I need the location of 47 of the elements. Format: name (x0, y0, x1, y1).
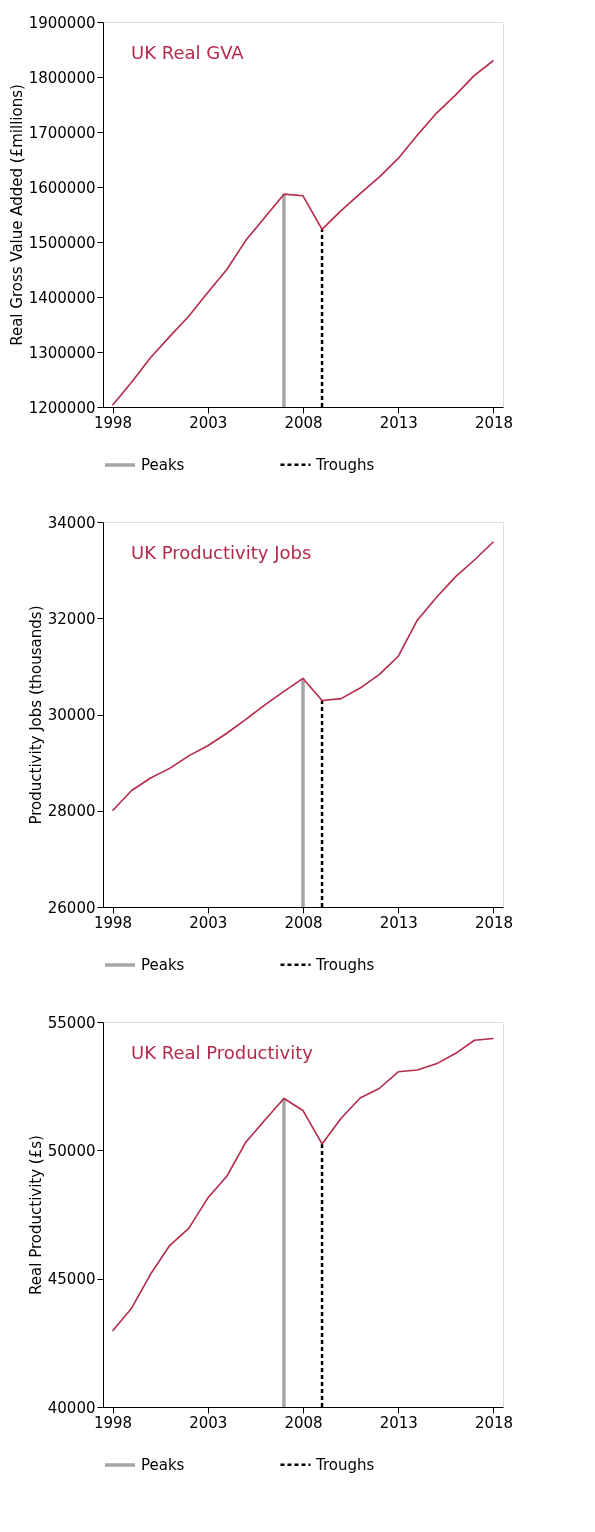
y-tick-label: 30000 (47, 706, 96, 724)
y-tick-label: 1400000 (28, 288, 96, 307)
y-tick-label: 55000 (47, 1013, 96, 1032)
y-axis-title: Real Productivity (£s) (26, 1135, 45, 1295)
x-tick-label: 1998 (93, 1413, 133, 1432)
line-series (111, 540, 495, 812)
y-tick-label: 40000 (47, 1398, 96, 1417)
x-tick-label: 2003 (189, 913, 228, 932)
x-tick-label: 2008 (284, 913, 323, 932)
line-series (111, 59, 495, 407)
x-tick-label: 2003 (189, 413, 228, 432)
y-tick-label: 1900000 (28, 13, 96, 32)
legend-label: Peaks (141, 1456, 185, 1474)
y-tick-label: 1800000 (28, 68, 96, 87)
y-tick-label: 34000 (47, 513, 96, 532)
y-tick-label: 50000 (47, 1141, 96, 1160)
x-tick-label: 2008 (284, 413, 323, 432)
legend-label: Troughs (315, 1455, 375, 1474)
text: UK Real GVA (131, 42, 245, 63)
x-tick-label: 2018 (474, 413, 514, 432)
y-tick-label: 1300000 (28, 343, 96, 362)
legend-label: Peaks (141, 956, 185, 974)
y-tick-label: 28000 (47, 802, 96, 821)
y-tick-label: 1200000 (28, 398, 96, 417)
x-tick-label: 2008 (284, 1413, 323, 1432)
x-tick-label: 1998 (93, 913, 133, 932)
y-axis-title: Real Gross Value Added (£millions) (7, 84, 26, 346)
text: UK Productivity Jobs (131, 542, 312, 563)
x-tick-label: 2018 (474, 913, 514, 932)
x-tick-label: 2013 (379, 413, 418, 432)
x-tick-label: 1998 (93, 413, 133, 432)
x-tick-label: 2003 (189, 1413, 228, 1432)
y-tick-label: 45000 (47, 1270, 96, 1289)
x-tick-label: 2013 (379, 1413, 418, 1432)
y-tick-label: 32000 (47, 609, 96, 628)
x-tick-label: 2018 (474, 1413, 514, 1432)
y-tick-label: 1500000 (28, 233, 96, 252)
line-series (111, 1037, 495, 1332)
y-tick-label: 1600000 (28, 178, 96, 197)
legend-label: Peaks (141, 456, 185, 474)
text: UK Real Productivity (131, 1042, 314, 1063)
y-axis-title: Productivity Jobs (thousands) (26, 605, 45, 825)
legend-label: Troughs (315, 455, 375, 474)
y-tick-label: 26000 (47, 898, 96, 917)
x-tick-label: 2013 (379, 913, 418, 932)
legend-label: Troughs (315, 955, 375, 974)
y-tick-label: 1700000 (28, 123, 96, 142)
